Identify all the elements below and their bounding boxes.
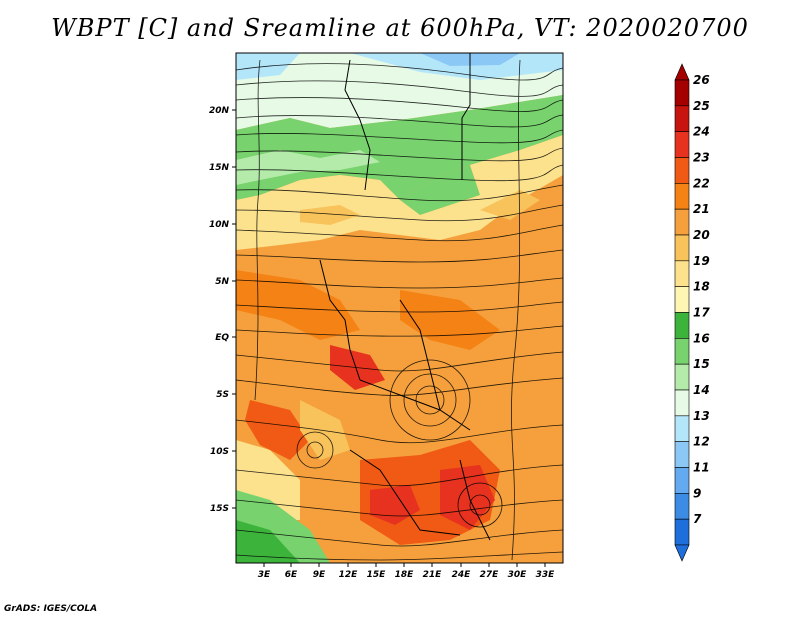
lat-tick: 15S (210, 504, 236, 514)
lat-label: 20N (209, 106, 230, 116)
lat-label: 10S (210, 447, 229, 457)
colorbar-swatch (674, 415, 690, 442)
lon-tick: 27E (480, 563, 500, 580)
map-frame (235, 52, 564, 564)
colorbar-label: 11 (693, 461, 710, 475)
lat-tick: 10N (209, 220, 236, 230)
colorbar-label: 24 (693, 125, 710, 139)
country-borders (319, 53, 491, 541)
lon-label: 3E (258, 570, 271, 580)
colorbar-label: 9 (693, 486, 701, 500)
lat-label: 15N (209, 163, 230, 173)
lon-tick: 15E (367, 563, 387, 580)
lat-label: EQ (215, 333, 229, 343)
lon-label: 12E (339, 570, 359, 580)
colorbar-swatch (674, 234, 690, 262)
lon-tick: 24E (452, 563, 472, 580)
colorbar-swatch (674, 286, 690, 313)
colorbar-label: 14 (693, 383, 710, 397)
colorbar-label: 18 (693, 280, 710, 294)
colorbar-swatch (674, 389, 690, 417)
colorbar-label: 21 (693, 202, 710, 216)
colorbar-swatch (674, 312, 690, 339)
map-title: WBPT [C] and Sreamline at 600hPa, VT: 20… (51, 14, 749, 42)
lon-tick: 12E (339, 563, 359, 580)
lat-label: 5N (215, 277, 229, 287)
colorbar-swatch (674, 208, 690, 236)
streamlines (236, 59, 563, 561)
colorbar-swatch (674, 493, 690, 520)
lon-label: 15E (367, 570, 387, 580)
lon-tick: 3E (258, 563, 271, 580)
colorbar-swatch (674, 157, 690, 184)
grads-credit: GrADS: IGES/COLA (4, 604, 98, 614)
lon-label: 27E (480, 570, 500, 580)
lat-tick: 5N (215, 277, 236, 287)
colorbar-swatch (674, 518, 690, 546)
lon-tick: 21E (423, 563, 443, 580)
colorbar-label: 25 (693, 99, 710, 113)
colorbar-swatch (674, 338, 690, 365)
colorbar-swatch (674, 260, 690, 287)
colorbar-swatch (674, 105, 690, 132)
lon-label: 18E (395, 570, 415, 580)
colorbar-swatch (674, 363, 690, 391)
lon-label: 24E (452, 570, 472, 580)
colorbar-swatch (674, 441, 690, 468)
lon-tick: 6E (285, 563, 298, 580)
latitude-axis: 20N 15N 10N 5N EQ 5S 10S 15S (209, 106, 236, 514)
colorbar-label: 13 (693, 409, 710, 423)
lat-tick: 10S (210, 447, 236, 457)
lon-tick: 33E (536, 563, 556, 580)
lon-label: 30E (508, 570, 528, 580)
colorbar-label: 7 (693, 512, 702, 526)
lat-label: 15S (210, 504, 229, 514)
colorbar-label: 15 (693, 357, 710, 371)
colorbar-max-arrow (674, 63, 690, 81)
lon-tick: 18E (395, 563, 415, 580)
colorbar-label: 22 (693, 176, 710, 190)
colorbar-label: 17 (693, 306, 710, 320)
lat-label: 10N (209, 220, 230, 230)
colorbar-swatch (674, 131, 690, 158)
lon-tick: 9E (313, 563, 326, 580)
lon-label: 21E (423, 570, 443, 580)
colorbar-swatch (674, 79, 690, 107)
colorbar-swatch (674, 467, 690, 494)
lat-tick: 5S (216, 390, 236, 400)
colorbar-label: 19 (693, 254, 710, 268)
lon-tick: 30E (508, 563, 528, 580)
lat-label: 5S (216, 390, 229, 400)
colorbar-swatch (674, 183, 690, 210)
lon-label: 9E (313, 570, 326, 580)
lon-label: 6E (285, 570, 298, 580)
colorbar-label: 20 (693, 228, 710, 242)
colorbar: 26 25 24 23 22 21 20 19 18 17 16 15 14 13 12 11 9 7 (674, 63, 710, 562)
colorbar-label: 26 (693, 73, 710, 87)
lon-label: 33E (536, 570, 556, 580)
colorbar-min-arrow (674, 544, 690, 562)
colorbar-label: 16 (693, 331, 710, 345)
lat-tick: EQ (215, 333, 236, 343)
colorbar-label: 23 (693, 151, 710, 165)
lat-tick: 15N (209, 163, 236, 173)
colorbar-label: 12 (693, 435, 710, 449)
lat-tick: 20N (209, 106, 236, 116)
longitude-axis: 3E 6E 9E 12E 15E 18E 21E 24E 27E 30E 33E (258, 563, 555, 580)
